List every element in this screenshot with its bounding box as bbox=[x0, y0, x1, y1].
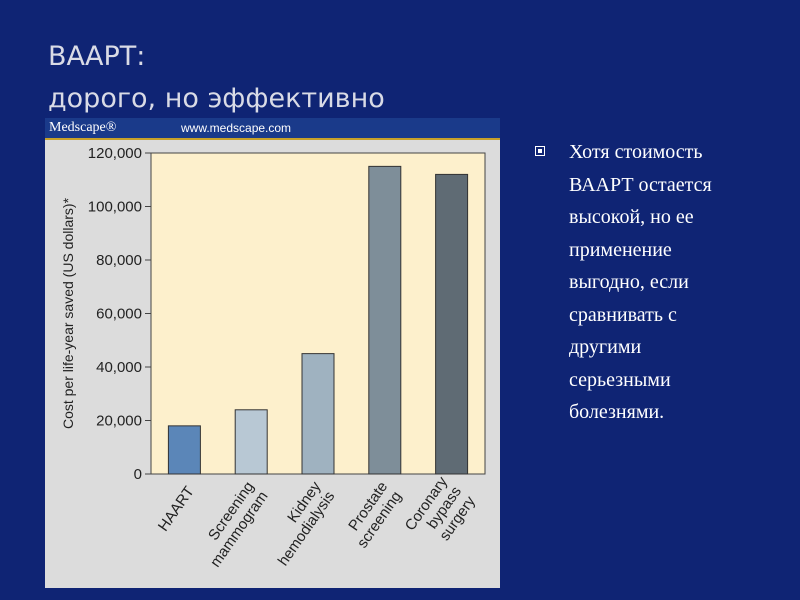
slide-title-line-1: ВААРТ: bbox=[48, 41, 146, 72]
chart-panel: Medscape® www.medscape.com 0 20,000 40,000… bbox=[45, 118, 500, 588]
y-tick-label: 20,000 bbox=[96, 413, 142, 430]
y-axis-title: Cost per life-year saved (US dollars)* bbox=[60, 197, 76, 429]
medscape-header: Medscape® www.medscape.com bbox=[45, 118, 500, 140]
bullet-item: Хотя стоимость ВААРТ остается высокой, н… bbox=[535, 136, 775, 429]
y-tick-label: 60,000 bbox=[96, 306, 142, 323]
svg-text:Kidneyhemodialysis: Kidneyhemodialysis bbox=[261, 478, 339, 569]
x-tick-label: Prostatescreening bbox=[340, 479, 405, 552]
bullet-text: Хотя стоимость ВААРТ остается высокой, н… bbox=[569, 141, 712, 423]
bar-chart: 0 20,000 40,000 60,000 80,000 100,000 120,000 C… bbox=[60, 145, 486, 571]
bar bbox=[167, 425, 201, 475]
svg-text:Prostatescreening: Prostatescreening bbox=[340, 479, 405, 552]
y-tick-label: 0 bbox=[134, 466, 142, 483]
bar bbox=[368, 165, 402, 475]
bar bbox=[234, 409, 268, 475]
x-tick-label: HAART bbox=[155, 483, 198, 534]
svg-text:Screeningmammogram: Screeningmammogram bbox=[193, 479, 272, 571]
medscape-url: www.medscape.com bbox=[181, 121, 292, 135]
y-tick-label: 40,000 bbox=[96, 359, 142, 376]
x-tick-label: Coronarybypasssurgery bbox=[402, 473, 479, 553]
y-tick-label: 100,000 bbox=[88, 199, 142, 216]
x-tick-label: Kidneyhemodialysis bbox=[261, 478, 339, 569]
bar bbox=[435, 173, 469, 475]
bullet-list: Хотя стоимость ВААРТ остается высокой, н… bbox=[535, 136, 775, 429]
square-bullet-icon bbox=[535, 146, 545, 156]
y-tick-label: 80,000 bbox=[96, 252, 142, 269]
x-tick-label: Screeningmammogram bbox=[193, 479, 272, 571]
y-tick-label: 120,000 bbox=[88, 145, 142, 162]
slide-title-line-2: дорого, но эффективно bbox=[48, 83, 385, 114]
svg-text:Coronarybypasssurgery: Coronarybypasssurgery bbox=[402, 473, 479, 553]
svg-text:HAART: HAART bbox=[155, 483, 198, 534]
bar bbox=[301, 353, 335, 475]
slide-title: ВААРТ: дорого, но эффективно bbox=[48, 36, 385, 120]
medscape-logo: Medscape® bbox=[49, 120, 117, 135]
